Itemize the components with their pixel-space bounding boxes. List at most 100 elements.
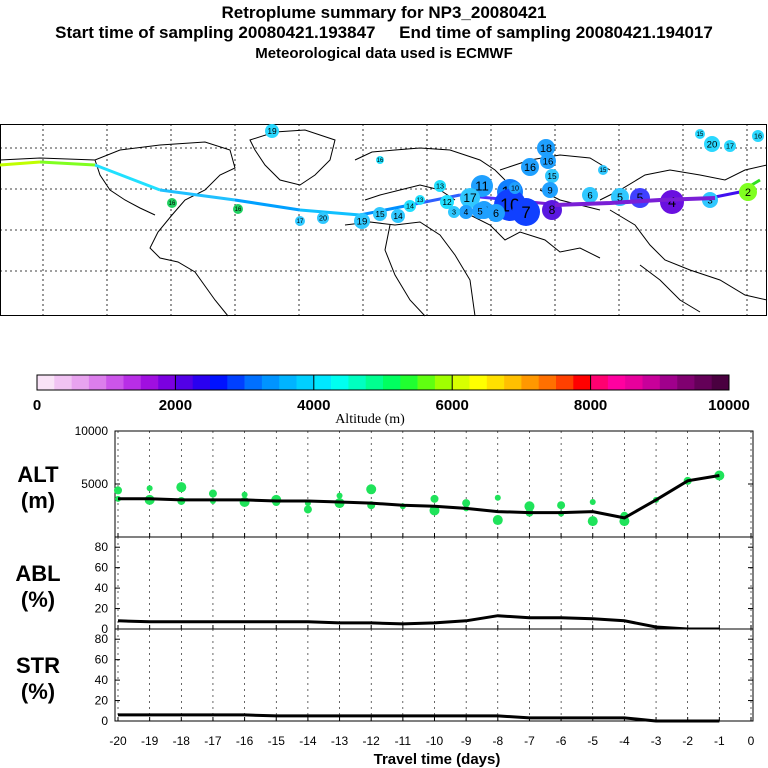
panel-abl: 0 20 40 60 80 ABL(%) (15, 536, 754, 636)
day-marker-label: 18 (540, 143, 552, 155)
coastline (364, 184, 456, 201)
colorbar-swatch (37, 375, 55, 390)
day-marker-label: 16 (524, 162, 536, 174)
day-marker-label: 14 (393, 211, 403, 221)
coastline (384, 224, 426, 317)
panel-frame (114, 628, 754, 722)
data-point (429, 505, 440, 516)
colorbar-swatch (711, 375, 730, 390)
day-marker-label: 6 (587, 190, 592, 201)
day-marker (582, 187, 598, 203)
world-map: 1915201716181615161511101710865543214131… (0, 124, 768, 317)
coastline (599, 164, 768, 201)
panel-str: 0 20 40 60 80 STR(%) (16, 628, 754, 728)
day-marker-label: 11 (475, 179, 489, 194)
x-tick-label: -3 (651, 734, 662, 748)
day-marker (598, 165, 608, 175)
colorbar-tick-label: 6000 (436, 397, 469, 414)
colorbar-swatch (590, 375, 609, 390)
day-marker (542, 182, 558, 198)
day-marker-label: 19 (267, 126, 277, 136)
colorbar-swatch (504, 375, 522, 390)
colorbar-title: Altitude (m) (335, 412, 405, 427)
day-marker (545, 169, 559, 183)
colorbar-tick-label: 2000 (159, 397, 192, 414)
day-marker-label: 3 (452, 208, 456, 217)
colorbar-swatch (296, 375, 315, 390)
day-marker-label: 15 (600, 168, 607, 174)
day-marker (167, 198, 177, 208)
y-tick-label: 40 (95, 581, 109, 595)
data-point (241, 491, 248, 498)
colorbar-swatch (244, 375, 263, 390)
x-tick-label: -16 (236, 734, 254, 748)
day-marker-label: 16 (543, 156, 554, 167)
data-point (303, 505, 312, 514)
panel-frame (114, 536, 754, 630)
data-point (587, 516, 598, 527)
coastline (344, 221, 476, 317)
day-marker (521, 158, 539, 176)
x-tick-label: -11 (395, 734, 412, 748)
trajectory-segment (234, 198, 301, 212)
y-tick-label: 80 (95, 540, 109, 554)
colorbar: 0 2000 4000 6000 8000 10000 Altitude (m) (33, 374, 750, 427)
coastline (354, 147, 506, 181)
data-point (524, 501, 535, 512)
data-point (114, 486, 122, 495)
day-marker (704, 136, 720, 152)
day-marker-label: 19 (357, 216, 368, 227)
day-marker-label: 13 (417, 198, 424, 204)
day-marker-label: 3 (707, 195, 712, 206)
x-tick-label: -20 (109, 734, 127, 748)
data-point (208, 489, 217, 498)
colorbar-swatch (521, 375, 539, 390)
coastline (249, 129, 336, 186)
data-point (557, 501, 566, 510)
colorbar-swatch (192, 375, 211, 390)
x-tick-label: -1 (714, 734, 725, 748)
day-marker (724, 140, 736, 152)
panel-frame (114, 430, 754, 538)
x-tick-label: -18 (173, 734, 191, 748)
x-tick-label: -8 (492, 734, 503, 748)
colorbar-swatch (452, 375, 470, 390)
day-marker (354, 213, 370, 229)
day-marker-label: 15 (697, 132, 704, 138)
day-marker (404, 200, 416, 212)
y-axis-label: STR (16, 653, 60, 678)
y-tick-label: 5000 (81, 477, 108, 491)
colorbar-tick-label: 0 (33, 397, 41, 414)
day-marker (295, 216, 305, 226)
y-tick-label: 20 (95, 694, 109, 708)
day-marker (660, 190, 684, 214)
data-point (336, 492, 343, 499)
y-axis-label: ABL (15, 561, 60, 586)
colorbar-swatch (261, 375, 280, 390)
y-tick-label: 60 (95, 561, 109, 575)
y-axis-unit: (%) (21, 587, 55, 612)
colorbar-tick-label: 10000 (708, 397, 750, 414)
colorbar-swatch (279, 375, 297, 390)
day-marker-label: 16 (377, 158, 384, 164)
data-point (492, 515, 503, 526)
data-point (589, 499, 596, 506)
coastline (639, 264, 701, 313)
colorbar-swatch (677, 375, 695, 390)
day-marker (448, 206, 460, 218)
colorbar-swatch (573, 375, 591, 390)
day-marker (540, 153, 556, 169)
day-marker-label: 17 (297, 219, 304, 225)
day-marker-label: 20 (707, 139, 718, 150)
met-data-note: Meteorological data used is ECMWF (255, 45, 513, 62)
panel-alt: 5000 10000 ALT(m) (17, 424, 754, 538)
day-marker-label: 20 (319, 214, 327, 223)
y-axis-unit: (%) (21, 679, 55, 704)
series-line (118, 713, 720, 723)
day-marker (487, 204, 505, 222)
y-axis-label: ALT (17, 462, 59, 487)
x-tick-label: -2 (682, 734, 693, 748)
day-marker (460, 188, 480, 208)
day-marker (376, 156, 384, 164)
colorbar-swatch (383, 375, 401, 390)
